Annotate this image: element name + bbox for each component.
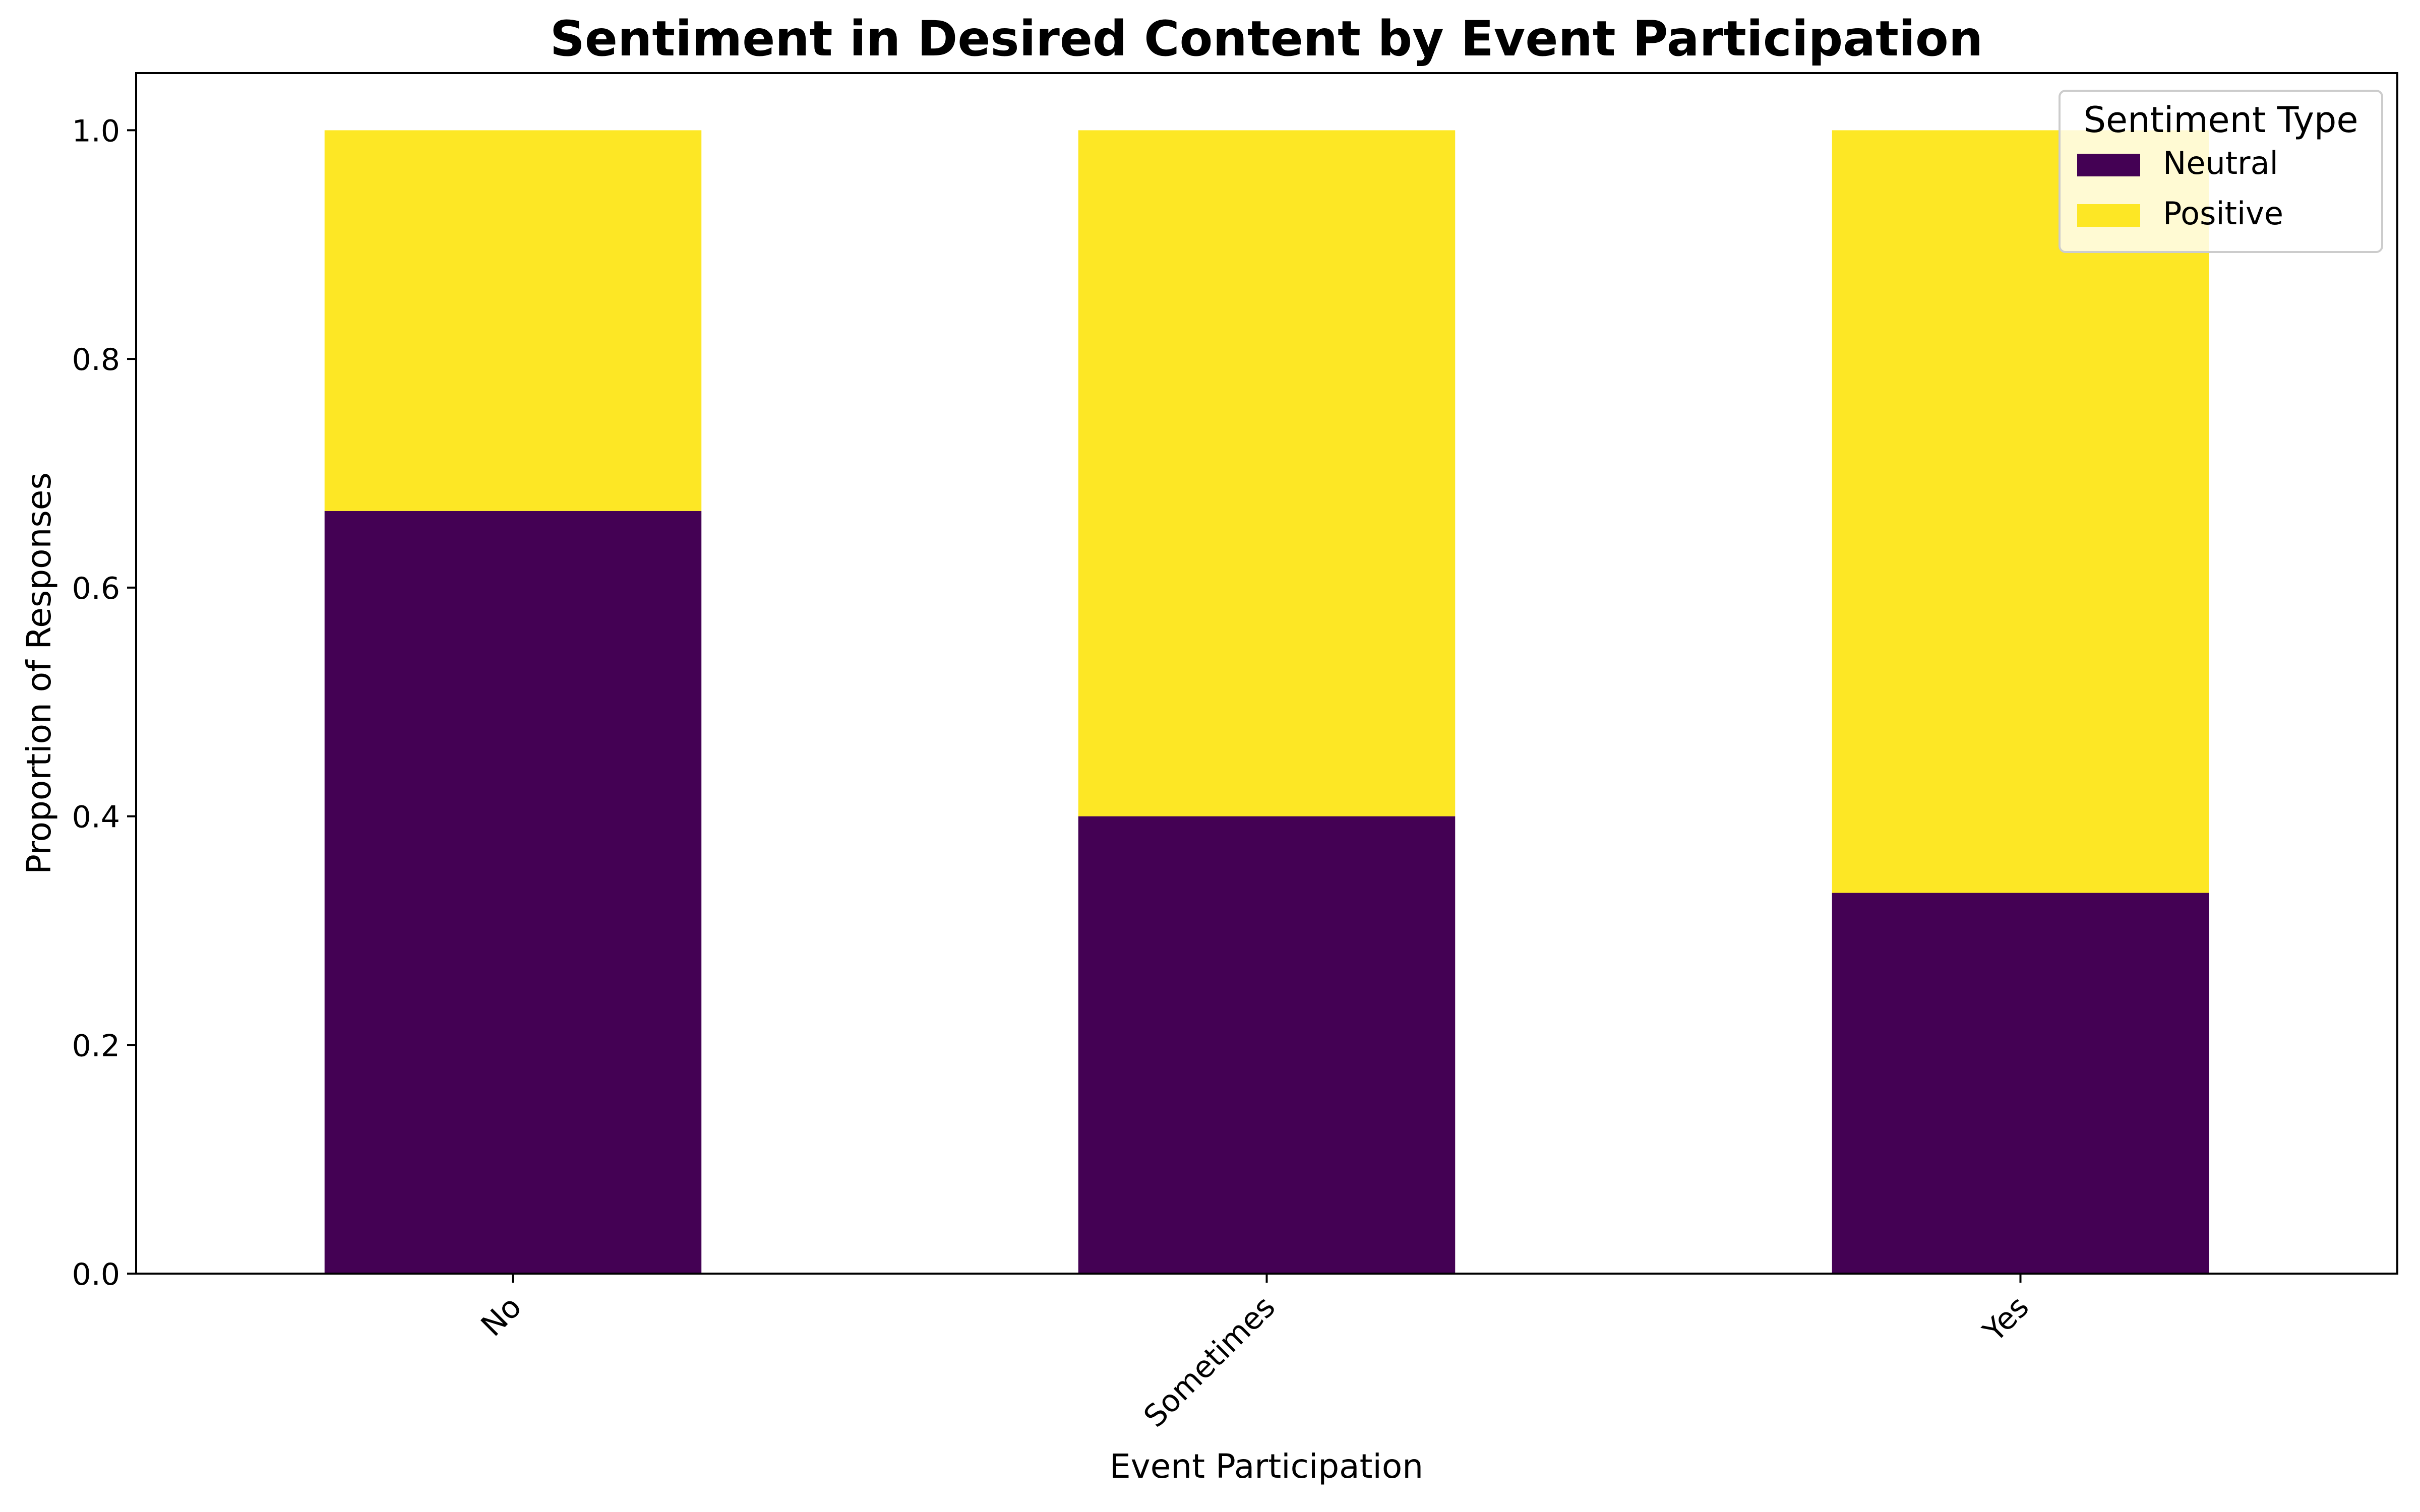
bar-positive-no bbox=[324, 130, 702, 511]
y-axis: 0.0 0.2 0.4 0.6 0.8 1.0 bbox=[72, 113, 136, 1292]
y-tick-label: 0.6 bbox=[72, 571, 120, 606]
legend-swatch-positive bbox=[2077, 204, 2140, 227]
chart-title: Sentiment in Desired Content by Event Pa… bbox=[550, 11, 1983, 67]
y-tick-label: 1.0 bbox=[72, 113, 120, 149]
y-tick-label: 0.2 bbox=[72, 1028, 120, 1063]
legend-label-neutral: Neutral bbox=[2163, 145, 2278, 181]
plot-area: 0.00.20.40.60.81.0 No Sometimes Yes bbox=[72, 72, 2398, 1434]
legend-label-positive: Positive bbox=[2163, 195, 2283, 232]
y-tick-label: 0.4 bbox=[72, 800, 120, 835]
bar-neutral-no bbox=[324, 511, 702, 1274]
legend-items: Neutral Positive bbox=[2077, 145, 2283, 232]
bars bbox=[324, 130, 2209, 1274]
legend: Sentiment Type Neutral Positive bbox=[2059, 90, 2383, 253]
y-tick-label: 0.0 bbox=[72, 1257, 120, 1292]
bar-positive-sometimes bbox=[1078, 130, 1456, 816]
x-axis-label: Event Participation bbox=[1110, 1447, 1423, 1486]
legend-title: Sentiment Type bbox=[2084, 99, 2358, 141]
y-tick-label: 0.8 bbox=[72, 342, 120, 377]
bar-neutral-yes bbox=[1832, 893, 2209, 1274]
legend-swatch-neutral bbox=[2077, 154, 2140, 176]
bar-positive-yes bbox=[1832, 130, 2209, 893]
y-axis-label: Proportion of Responses bbox=[20, 472, 58, 874]
bar-neutral-sometimes bbox=[1078, 816, 1456, 1274]
